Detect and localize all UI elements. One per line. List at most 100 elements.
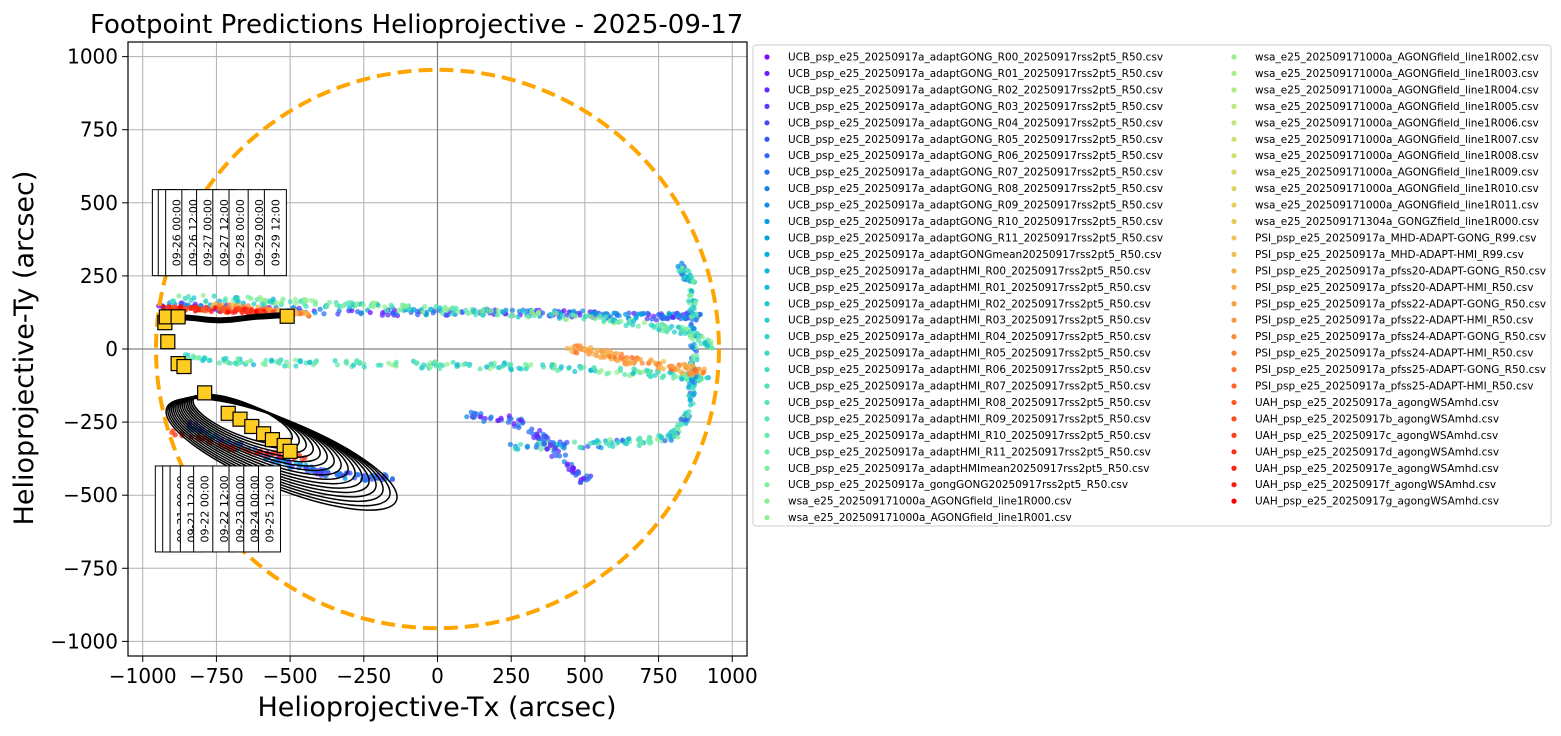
footpoint-band (564, 439, 570, 445)
footpoint-band (217, 306, 223, 312)
footpoint-band (544, 446, 550, 452)
footpoint-band (634, 311, 640, 317)
footpoint-band (578, 479, 584, 485)
footpoint-band (586, 475, 592, 481)
footpoint-band (468, 409, 474, 415)
solar-limb-circle (154, 67, 721, 631)
footpoint-band (526, 429, 532, 435)
footpoint-band (518, 366, 524, 372)
y-tick-label: 750 (80, 118, 118, 142)
footpoint-band (641, 320, 648, 326)
legend-entry: wsa_e25_202509171000a_AGONGfield_line1R0… (1255, 84, 1539, 96)
footpoint-band (293, 300, 299, 306)
x-tick-label: 750 (639, 664, 677, 688)
legend-entry: PSI_psp_e25_20250917a_pfss24-ADAPT-GONG_… (1255, 331, 1546, 343)
y-axis-label: Helioprojective-Ty (arcsec) (9, 171, 40, 526)
footpoint-band (658, 311, 664, 317)
footpoint-band (287, 299, 293, 305)
footpoint-band (574, 350, 580, 356)
footpoint-band (516, 308, 522, 314)
legend-entry: UCB_psp_e25_20250917a_adaptHMI_R02_20250… (788, 298, 1151, 310)
footpoint-band (535, 310, 541, 316)
legend-entry: UCB_psp_e25_20250917a_adaptHMImean202509… (788, 463, 1149, 475)
footpoint-band (307, 359, 313, 365)
footpoint-band (379, 312, 385, 318)
legend-entry: wsa_e25_202509171000a_AGONGfield_line1R0… (1255, 52, 1539, 64)
legend-marker (1231, 482, 1237, 488)
footpoint-band (500, 309, 506, 315)
legend-marker (1231, 169, 1237, 175)
footpoint-band (608, 350, 615, 356)
footpoint-band (472, 413, 478, 420)
footpoint-band (259, 301, 265, 307)
footpoint-band (601, 317, 607, 323)
footpoint-band (691, 305, 697, 312)
footpoint-band (646, 360, 652, 366)
legend-marker (764, 186, 770, 192)
footpoint-band (659, 315, 665, 321)
legend-marker (1231, 103, 1237, 109)
legend-marker (764, 399, 770, 406)
footpoint-band (201, 356, 207, 362)
footpoint-band (166, 304, 172, 310)
footpoint-band (635, 323, 641, 329)
legend-entry: UCB_psp_e25_20250917a_adaptHMI_R05_20250… (788, 348, 1151, 360)
legend-marker (764, 366, 770, 373)
footpoint-band (547, 311, 553, 318)
legend-entry: PSI_psp_e25_20250917a_pfss22-ADAPT-HMI_R… (1255, 315, 1533, 327)
footpoint-band (495, 364, 502, 371)
footpoint-band (556, 315, 563, 321)
footpoint-band (578, 365, 584, 372)
footpoint-band (534, 442, 540, 448)
footpoint-band (689, 370, 695, 377)
chart-title: Footpoint Predictions Helioprojective - … (90, 10, 743, 40)
footpoint-band (244, 359, 250, 366)
footpoint-band (276, 358, 282, 364)
legend-entry: UCB_psp_e25_20250917a_adaptHMI_R06_20250… (788, 364, 1151, 376)
footpoint-band (524, 443, 531, 449)
footpoint-band (285, 363, 292, 369)
footpoint-band (297, 298, 303, 304)
legend-marker (764, 482, 770, 488)
footpoint-band (594, 347, 601, 353)
bottom-date-label-text: 09-22 00:00 (199, 475, 212, 542)
x-tick-label: −250 (336, 664, 391, 688)
footpoint-band (523, 366, 529, 372)
legend-marker (1231, 399, 1237, 406)
footpoint-band (566, 364, 572, 371)
legend-marker (764, 317, 770, 323)
footpoint-band (562, 452, 569, 458)
x-tick-label: 1000 (707, 664, 758, 688)
footpoint-band (508, 361, 514, 368)
footpoint-band (570, 465, 576, 471)
footpoint-band (673, 373, 679, 380)
footpoint-band (700, 369, 706, 376)
footpoint-band (593, 310, 599, 316)
footpoint-band (693, 331, 700, 337)
footpoint-band (420, 362, 427, 368)
footpoint-band (292, 357, 299, 363)
top-date-label-text: 09-27 00:00 (202, 199, 215, 266)
footpoint-band (461, 361, 467, 368)
footpoint-band (511, 421, 517, 427)
footpoint-band (690, 336, 696, 343)
footpoint-band (427, 364, 434, 370)
legend-entry: UCB_psp_e25_20250917a_adaptGONG_R11_2025… (788, 232, 1163, 244)
legend-marker (764, 301, 770, 307)
footpoint-band (675, 263, 681, 269)
footpoint-band (358, 311, 364, 317)
footpoint-band (623, 311, 629, 317)
footpoint-band (195, 355, 201, 361)
footpoint-band (382, 304, 388, 310)
footpoint-band (593, 353, 600, 359)
footpoint-band (378, 362, 384, 368)
footpoint-band (354, 471, 360, 478)
footpoint-band (678, 328, 684, 334)
legend-marker (764, 515, 770, 521)
footpoint-band (661, 373, 667, 379)
legend-marker (1231, 186, 1237, 192)
legend-entry: UAH_psp_e25_20250917a_agongWSAmhd.csv (1255, 397, 1499, 409)
footpoint-band (539, 362, 546, 368)
footpoint-band (273, 299, 279, 306)
footpoint-band (690, 344, 696, 350)
